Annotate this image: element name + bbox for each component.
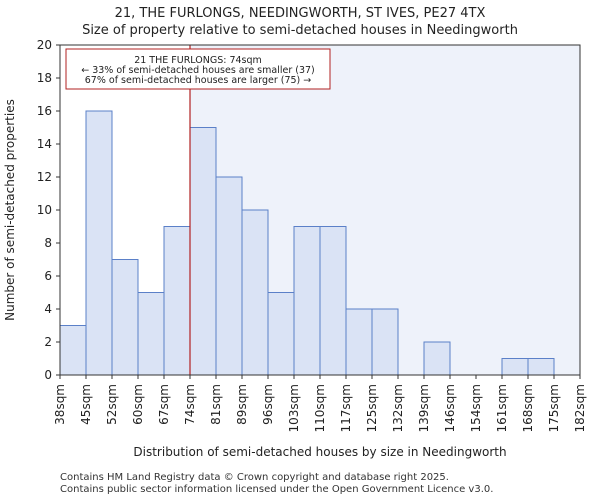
x-tick-label: 60sqm — [131, 384, 145, 425]
x-tick-label: 154sqm — [469, 384, 483, 432]
footer-licence: Contains public sector information licen… — [60, 484, 494, 495]
bar-168sqm — [527, 358, 555, 376]
annotation-line-3: 67% of semi-detached houses are larger (… — [85, 75, 312, 86]
x-tick-label: 161sqm — [495, 384, 509, 432]
bar-81sqm — [215, 176, 243, 376]
annotation-line-2: ← 33% of semi-detached houses are smalle… — [81, 65, 315, 76]
x-tick-label: 81sqm — [209, 384, 223, 425]
x-tick-label: 110sqm — [313, 384, 327, 432]
x-tick-label: 175sqm — [547, 384, 561, 432]
x-tick-label: 96sqm — [261, 384, 275, 425]
x-tick-label: 52sqm — [105, 384, 119, 425]
bar-45sqm — [85, 110, 113, 376]
x-tick-label: 168sqm — [521, 384, 535, 432]
bar-52sqm — [111, 259, 139, 376]
x-tick-label: 89sqm — [235, 384, 249, 425]
annotation-box: 21 THE FURLONGS: 74sqm ← 33% of semi-det… — [65, 48, 331, 90]
y-tick-label: 8 — [44, 236, 52, 250]
x-tick-label: 117sqm — [339, 384, 353, 432]
bar-74sqm — [189, 127, 217, 376]
y-tick-label: 12 — [37, 170, 52, 184]
x-tick-label: 139sqm — [417, 384, 431, 432]
x-tick-label: 125sqm — [365, 384, 379, 432]
y-axis-label: Number of semi-detached properties — [3, 99, 17, 321]
y-tick-label: 10 — [37, 203, 52, 217]
chart-title: 21, THE FURLONGS, NEEDINGWORTH, ST IVES,… — [114, 6, 486, 21]
bar-139sqm — [423, 341, 451, 376]
x-axis-label: Distribution of semi-detached houses by … — [133, 445, 506, 459]
y-tick-label: 4 — [44, 302, 52, 316]
y-tick-label: 6 — [44, 269, 52, 283]
plot-area-frame — [59, 44, 581, 376]
annotation-line-1: 21 THE FURLONGS: 74sqm — [134, 55, 262, 66]
x-tick-label: 67sqm — [157, 384, 171, 425]
bar-60sqm — [137, 292, 165, 376]
x-tick-label: 132sqm — [391, 384, 405, 432]
bar-38sqm — [59, 325, 87, 376]
y-tick-label: 14 — [37, 137, 52, 151]
bar-103sqm — [293, 226, 321, 376]
y-tick-label: 2 — [44, 335, 52, 349]
y-tick-label: 20 — [37, 38, 52, 52]
bar-125sqm — [371, 308, 399, 376]
bar-96sqm — [267, 292, 295, 376]
x-tick-label: 74sqm — [183, 384, 197, 425]
y-tick-label: 16 — [37, 104, 52, 118]
bar-161sqm — [501, 358, 529, 376]
x-tick-label: 38sqm — [53, 384, 67, 425]
bar-89sqm — [241, 209, 269, 376]
chart-subtitle: Size of property relative to semi-detach… — [82, 23, 518, 38]
y-tick-label: 0 — [44, 368, 52, 382]
annotation-border — [65, 48, 331, 90]
x-tick-label: 103sqm — [287, 384, 301, 432]
bar-110sqm — [319, 226, 347, 376]
x-tick-label: 146sqm — [443, 384, 457, 432]
y-tick-label: 18 — [37, 71, 52, 85]
bar-117sqm — [345, 308, 373, 376]
x-tick-label: 45sqm — [79, 384, 93, 425]
x-tick-label: 182sqm — [573, 384, 587, 432]
footer-copyright: Contains HM Land Registry data © Crown c… — [60, 472, 449, 483]
bar-67sqm — [163, 226, 191, 376]
